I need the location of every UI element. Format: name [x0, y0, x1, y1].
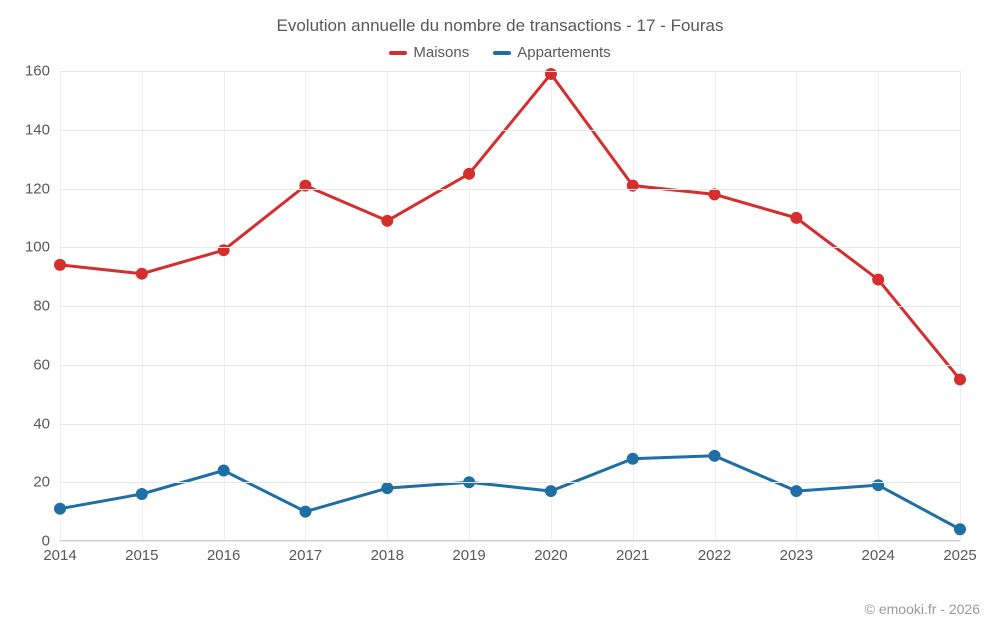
- x-axis-tick-label-2025: 2025: [943, 547, 976, 564]
- appartements-legend-label: Appartements: [517, 44, 610, 61]
- data-point-appartements-2018[interactable]: Appartements 2018: 18: [381, 482, 393, 494]
- x-gridline: [960, 71, 961, 541]
- data-point-appartements-2017[interactable]: Appartements 2017: 10: [299, 506, 311, 518]
- data-point-maisons-2018[interactable]: Maisons 2018: 109: [381, 215, 393, 227]
- data-point-maisons-2023[interactable]: Maisons 2023: 110: [790, 212, 802, 224]
- data-point-maisons-2020[interactable]: Maisons 2020: 159: [545, 68, 557, 80]
- y-axis-tick-label: 80: [10, 298, 50, 315]
- x-axis-tick-label-2014: 2014: [43, 547, 76, 564]
- y-axis-tick-label: 100: [10, 239, 50, 256]
- x-axis-tick-label-2017: 2017: [289, 547, 322, 564]
- x-axis-tick-label-2024: 2024: [861, 547, 894, 564]
- data-point-maisons-2024[interactable]: Maisons 2024: 89: [872, 274, 884, 286]
- data-point-maisons-2025[interactable]: Maisons 2025: 55: [954, 373, 966, 385]
- data-point-maisons-2016[interactable]: Maisons 2016: 99: [218, 244, 230, 256]
- maisons-legend-swatch: [389, 51, 407, 55]
- plot-area: Maisons 2014: 94Maisons 2015: 91Maisons …: [60, 71, 960, 541]
- y-axis-tick-label: 20: [10, 474, 50, 491]
- data-point-appartements-2022[interactable]: Appartements 2022: 29: [709, 450, 721, 462]
- data-point-maisons-2014[interactable]: Maisons 2014: 94: [54, 259, 66, 271]
- legend: Maisons Appartements: [0, 44, 1000, 61]
- y-gridline: [60, 71, 960, 72]
- x-axis-tick-label-2020: 2020: [534, 547, 567, 564]
- data-point-appartements-2016[interactable]: Appartements 2016: 24: [218, 465, 230, 477]
- y-axis-tick-label: 40: [10, 415, 50, 432]
- data-point-appartements-2020[interactable]: Appartements 2020: 17: [545, 485, 557, 497]
- y-axis-tick-label: 140: [10, 121, 50, 138]
- data-point-appartements-2021[interactable]: Appartements 2021: 28: [627, 453, 639, 465]
- line-series-appartements[interactable]: [60, 456, 960, 529]
- x-axis-tick-label-2021: 2021: [616, 547, 649, 564]
- y-axis-tick-label: 120: [10, 180, 50, 197]
- data-point-maisons-2022[interactable]: Maisons 2022: 118: [709, 188, 721, 200]
- data-point-maisons-2017[interactable]: Maisons 2017: 121: [299, 180, 311, 192]
- data-point-appartements-2015[interactable]: Appartements 2015: 16: [136, 488, 148, 500]
- line-series-maisons[interactable]: [60, 74, 960, 380]
- y-axis-tick-label: 160: [10, 63, 50, 80]
- y-gridline: [60, 306, 960, 307]
- y-gridline: [60, 247, 960, 248]
- legend-item-appartements[interactable]: Appartements: [493, 44, 610, 61]
- y-axis-tick-label: 60: [10, 356, 50, 373]
- data-point-appartements-2014[interactable]: Appartements 2014: 11: [54, 503, 66, 515]
- x-axis-line: [60, 540, 960, 541]
- legend-item-maisons[interactable]: Maisons: [389, 44, 469, 61]
- y-gridline: [60, 424, 960, 425]
- maisons-legend-label: Maisons: [413, 44, 469, 61]
- x-axis-tick-label-2022: 2022: [698, 547, 731, 564]
- y-gridline: [60, 130, 960, 131]
- y-gridline: [60, 365, 960, 366]
- x-axis-tick-label-2016: 2016: [207, 547, 240, 564]
- y-gridline: [60, 189, 960, 190]
- x-axis-tick-label-2023: 2023: [780, 547, 813, 564]
- x-axis-labels: 2014 2015 2016 2017 2018 2019 2020 2021 2022 2023…: [60, 547, 960, 577]
- data-point-appartements-2023[interactable]: Appartements 2023: 17: [790, 485, 802, 497]
- chart-title: Evolution annuelle du nombre de transact…: [0, 0, 1000, 36]
- data-point-appartements-2024[interactable]: Appartements 2024: 19: [872, 479, 884, 491]
- footer-text: © emooki.fr - 2026: [865, 601, 980, 617]
- data-point-maisons-2015[interactable]: Maisons 2015: 91: [136, 268, 148, 280]
- data-point-maisons-2021[interactable]: Maisons 2021: 121: [627, 180, 639, 192]
- y-gridline: [60, 482, 960, 483]
- data-point-appartements-2025[interactable]: Appartements 2025: 4: [954, 523, 966, 535]
- y-gridline: [60, 541, 960, 542]
- appartements-legend-swatch: [493, 51, 511, 55]
- x-axis-tick-label-2018: 2018: [371, 547, 404, 564]
- data-point-maisons-2019[interactable]: Maisons 2019: 125: [463, 168, 475, 180]
- chart-container: Evolution annuelle du nombre de transact…: [0, 0, 1000, 625]
- x-axis-tick-label-2015: 2015: [125, 547, 158, 564]
- x-axis-tick-label-2019: 2019: [452, 547, 485, 564]
